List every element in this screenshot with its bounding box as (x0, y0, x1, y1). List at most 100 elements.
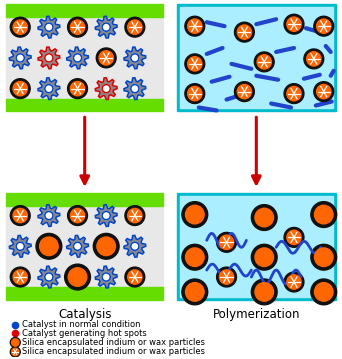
Circle shape (99, 51, 113, 65)
Circle shape (40, 237, 58, 256)
Circle shape (314, 283, 333, 301)
Circle shape (235, 22, 254, 42)
Polygon shape (9, 236, 31, 257)
Circle shape (131, 54, 139, 62)
Bar (6, 206, 163, 287)
Circle shape (314, 16, 334, 36)
Circle shape (311, 244, 337, 270)
Circle shape (284, 14, 304, 34)
Polygon shape (67, 236, 89, 257)
Polygon shape (9, 47, 31, 69)
Circle shape (16, 242, 24, 250)
Circle shape (287, 275, 301, 289)
Circle shape (216, 267, 236, 287)
Circle shape (13, 270, 27, 284)
Circle shape (254, 52, 274, 72)
Circle shape (287, 230, 301, 244)
Circle shape (13, 20, 27, 34)
Circle shape (185, 283, 204, 301)
Circle shape (311, 279, 337, 305)
Circle shape (131, 242, 139, 250)
Polygon shape (95, 78, 117, 99)
Circle shape (251, 244, 277, 270)
Circle shape (13, 81, 27, 96)
Circle shape (125, 17, 145, 37)
Bar (180, 7, 333, 108)
Circle shape (93, 233, 119, 259)
Circle shape (284, 272, 304, 292)
Circle shape (314, 82, 334, 102)
Polygon shape (38, 266, 60, 288)
Circle shape (235, 82, 254, 102)
Polygon shape (124, 47, 146, 69)
Circle shape (102, 85, 110, 93)
Text: Silica encapsulated indium or wax particles: Silica encapsulated indium or wax partic… (22, 348, 205, 356)
Circle shape (10, 267, 30, 287)
Circle shape (185, 205, 204, 224)
Text: Silica encapsulated indium or wax particles: Silica encapsulated indium or wax partic… (22, 338, 205, 347)
Circle shape (68, 17, 88, 37)
Circle shape (102, 273, 110, 281)
Circle shape (304, 49, 324, 69)
Circle shape (317, 84, 331, 99)
Circle shape (125, 267, 145, 287)
Polygon shape (95, 205, 117, 227)
Circle shape (237, 25, 251, 39)
Circle shape (314, 205, 333, 224)
Circle shape (251, 279, 277, 305)
Polygon shape (38, 16, 60, 38)
Circle shape (10, 17, 30, 37)
Circle shape (220, 235, 234, 250)
Circle shape (70, 81, 85, 96)
Circle shape (70, 20, 85, 34)
Circle shape (45, 273, 53, 281)
Circle shape (182, 279, 208, 305)
Polygon shape (95, 16, 117, 38)
Circle shape (188, 19, 202, 33)
Circle shape (284, 84, 304, 103)
Circle shape (45, 211, 53, 220)
Circle shape (237, 84, 251, 99)
Circle shape (185, 84, 205, 103)
Circle shape (68, 206, 88, 225)
Bar (6, 193, 163, 206)
Circle shape (185, 54, 205, 74)
Bar (177, 4, 336, 111)
Circle shape (10, 206, 30, 225)
Circle shape (185, 16, 205, 36)
Polygon shape (38, 47, 60, 69)
Circle shape (188, 87, 202, 101)
Circle shape (307, 52, 321, 66)
Text: Polymerization: Polymerization (212, 308, 300, 321)
Circle shape (36, 233, 62, 259)
Circle shape (10, 79, 30, 99)
Bar (6, 287, 163, 300)
Circle shape (255, 208, 274, 227)
Circle shape (220, 270, 234, 284)
Circle shape (251, 205, 277, 230)
Circle shape (102, 23, 110, 31)
Circle shape (314, 248, 333, 266)
Circle shape (45, 23, 53, 31)
Text: Catalyst generating hot spots: Catalyst generating hot spots (22, 328, 147, 337)
Bar (6, 4, 163, 17)
Circle shape (188, 57, 202, 71)
Circle shape (287, 87, 301, 101)
Circle shape (13, 209, 27, 223)
Bar (6, 17, 163, 99)
Circle shape (10, 347, 20, 357)
Bar (180, 196, 333, 297)
Circle shape (287, 17, 301, 31)
Text: Catalyst in normal condition: Catalyst in normal condition (22, 320, 141, 329)
Circle shape (16, 54, 24, 62)
Circle shape (68, 79, 88, 99)
Circle shape (182, 244, 208, 270)
Circle shape (128, 20, 142, 34)
Polygon shape (38, 78, 60, 99)
Circle shape (102, 211, 110, 220)
Circle shape (128, 270, 142, 284)
Polygon shape (124, 78, 146, 99)
Polygon shape (124, 236, 146, 257)
Circle shape (182, 202, 208, 228)
Bar (6, 99, 163, 111)
